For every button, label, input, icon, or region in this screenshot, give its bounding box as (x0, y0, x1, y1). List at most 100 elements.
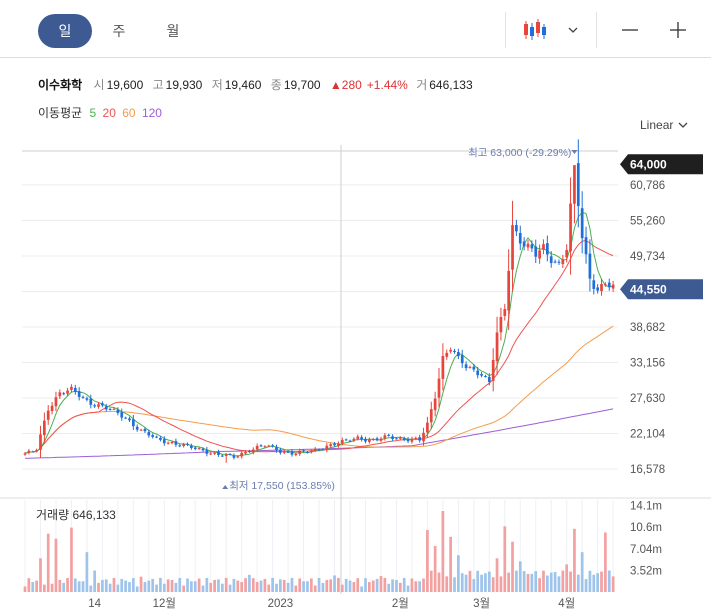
tab-month[interactable]: 월 (166, 23, 180, 39)
volume-bar (228, 584, 232, 592)
ma-20-label: 20 (102, 106, 116, 120)
candle-body (220, 455, 224, 457)
candle-body (429, 409, 433, 423)
volume-bar (139, 576, 143, 592)
high-price: 19,930 (165, 78, 203, 92)
volume-bar (371, 580, 375, 592)
volume-bar (31, 582, 35, 592)
volume-bar (151, 578, 155, 592)
candle-body (503, 308, 507, 316)
candle-body (329, 444, 333, 447)
volume-bar (472, 579, 476, 592)
candle-body (251, 449, 255, 453)
candle-body (542, 244, 545, 250)
candle-body (453, 350, 456, 353)
candle-body (290, 451, 294, 455)
volume-bar (224, 577, 228, 592)
volume-bar (484, 573, 487, 592)
candle-body (538, 250, 541, 259)
candle-body (375, 438, 379, 440)
scale-mode-dropdown[interactable]: Linear (640, 118, 688, 132)
candle-body (337, 443, 340, 446)
volume-bar (549, 572, 553, 592)
tab-day[interactable]: 일 (38, 14, 92, 48)
candle-body (70, 386, 73, 390)
volume-bar (410, 578, 414, 592)
volume-bar (313, 585, 317, 592)
zoom-out-button[interactable] (616, 12, 644, 48)
moving-average-legend: 이동평균 5 20 60 120 (38, 104, 165, 121)
toolbar-divider (505, 12, 506, 48)
volume-value: 646,133 (429, 78, 473, 92)
volume-bar (402, 578, 406, 592)
volume-bar (545, 575, 549, 592)
volume-bar (476, 570, 480, 592)
candle-body (124, 417, 127, 419)
candle-body (97, 404, 100, 407)
volume-bar (282, 579, 286, 592)
volume-bar (348, 580, 352, 592)
candle-body (495, 332, 499, 362)
volume-bar (302, 581, 305, 592)
volume-bar (244, 578, 247, 592)
y-tick-label: 38,682 (630, 322, 665, 334)
candle-body (309, 450, 313, 453)
volume-bar (178, 578, 182, 592)
candle-body (368, 439, 371, 442)
chart-type-button[interactable] (518, 12, 552, 48)
volume-bar (217, 579, 220, 592)
candle-body (259, 445, 263, 447)
candle-body (182, 444, 185, 447)
candle-body (143, 429, 147, 432)
tab-week[interactable]: 주 (112, 23, 126, 39)
volume-bar (429, 570, 433, 592)
volume-bar (309, 578, 313, 592)
volume-bar (93, 570, 97, 592)
volume-bar (604, 532, 607, 592)
volume-bar (344, 578, 348, 592)
candle-body (27, 450, 31, 453)
volume-bar (352, 582, 356, 592)
volume-bar (437, 572, 441, 592)
candle-body (186, 443, 189, 445)
close-price: 19,700 (283, 78, 321, 92)
volume-bar (201, 585, 205, 592)
volume-bar (317, 578, 321, 592)
volume-bar (526, 573, 530, 592)
y-tick-label: 60,786 (630, 180, 665, 192)
candle-body (441, 356, 445, 379)
chart-type-dropdown[interactable] (563, 12, 583, 48)
volume-bar (240, 582, 244, 592)
volume-bar (108, 583, 112, 592)
volume-bar (135, 586, 139, 592)
candle-body (108, 409, 112, 411)
zoom-in-button[interactable] (664, 12, 692, 48)
candle-body (236, 456, 240, 458)
volume-bar (290, 578, 294, 592)
volume-bar (155, 584, 158, 592)
stock-quote-summary: 이수화학 시 19,600 고 19,930 저 19,460 종 19,700 ▲28… (38, 76, 479, 93)
candle-body (522, 241, 526, 247)
candle-body (325, 445, 329, 450)
volume-bar (27, 578, 31, 592)
y-tick-label: 33,156 (630, 357, 665, 369)
volume-bar (50, 583, 54, 592)
volume-bar (267, 584, 271, 592)
volume-bar (542, 570, 545, 592)
ma-20-line (24, 239, 614, 454)
max-price-annotation: 최고 63,000 (-29.29%) (468, 147, 571, 159)
volume-bar (457, 555, 460, 592)
candle-body (50, 405, 54, 412)
volume-bar (406, 585, 410, 592)
candle-body (491, 359, 495, 381)
candle-body (449, 349, 452, 352)
volume-bar (263, 578, 267, 592)
candle-body (344, 439, 348, 441)
candle-body (93, 405, 97, 407)
candle-body (422, 432, 425, 442)
volume-bar (518, 561, 522, 592)
volume-bar (596, 573, 600, 592)
candle-body (62, 393, 66, 395)
candle-body (174, 441, 178, 445)
